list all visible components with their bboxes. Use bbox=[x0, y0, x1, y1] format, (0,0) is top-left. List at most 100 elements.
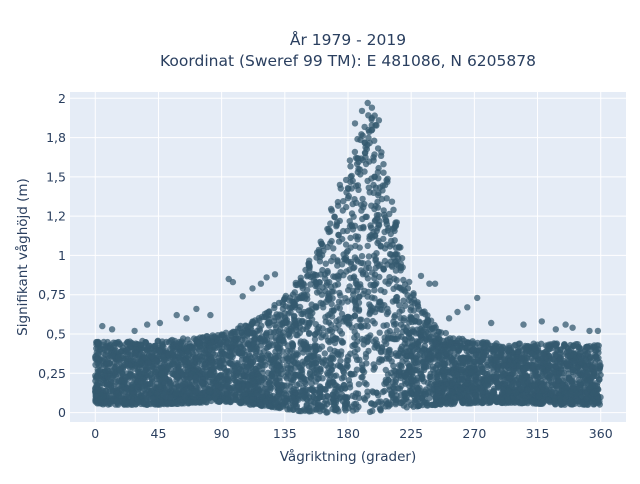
data-point bbox=[338, 385, 344, 391]
data-point bbox=[95, 340, 101, 346]
data-point bbox=[196, 340, 202, 346]
data-point bbox=[522, 372, 528, 378]
data-point bbox=[239, 350, 245, 356]
data-point bbox=[215, 355, 221, 361]
data-point bbox=[360, 269, 366, 275]
data-point bbox=[167, 394, 173, 400]
data-point bbox=[358, 317, 364, 323]
data-point bbox=[568, 352, 574, 358]
data-point bbox=[272, 348, 278, 354]
chart-title-line-1: År 1979 - 2019 bbox=[290, 30, 406, 49]
data-point bbox=[329, 289, 335, 295]
data-point bbox=[380, 323, 386, 329]
data-point bbox=[327, 220, 333, 226]
data-point bbox=[328, 206, 334, 212]
data-point bbox=[114, 390, 120, 396]
data-point bbox=[372, 282, 378, 288]
data-point bbox=[316, 279, 322, 285]
data-point bbox=[396, 309, 402, 315]
data-point bbox=[306, 307, 312, 313]
data-point bbox=[316, 395, 322, 401]
data-point bbox=[354, 332, 360, 338]
data-point bbox=[365, 243, 371, 249]
data-point bbox=[383, 341, 389, 347]
data-point bbox=[244, 341, 250, 347]
data-point bbox=[230, 373, 236, 379]
data-point bbox=[385, 227, 391, 233]
data-point bbox=[297, 330, 303, 336]
data-point bbox=[249, 318, 255, 324]
data-point bbox=[96, 362, 102, 368]
data-point bbox=[297, 304, 303, 310]
data-point bbox=[393, 245, 399, 251]
data-point bbox=[350, 214, 356, 220]
data-point bbox=[350, 407, 356, 413]
data-point bbox=[392, 379, 398, 385]
data-point bbox=[414, 346, 420, 352]
data-point bbox=[347, 157, 353, 163]
data-point bbox=[301, 392, 307, 398]
data-point bbox=[368, 175, 374, 181]
data-point bbox=[327, 399, 333, 405]
data-point bbox=[324, 226, 330, 232]
data-point bbox=[299, 283, 305, 289]
data-point bbox=[365, 135, 371, 141]
data-point bbox=[314, 289, 320, 295]
data-point bbox=[382, 334, 388, 340]
data-point bbox=[592, 347, 598, 353]
data-point bbox=[329, 328, 335, 334]
data-point bbox=[442, 394, 448, 400]
data-point bbox=[259, 366, 265, 372]
data-point bbox=[370, 389, 376, 395]
data-point bbox=[363, 351, 369, 357]
data-point bbox=[222, 352, 228, 358]
data-point bbox=[524, 387, 530, 393]
data-point bbox=[357, 225, 363, 231]
data-point bbox=[211, 366, 217, 372]
data-point bbox=[450, 345, 456, 351]
data-point bbox=[416, 403, 422, 409]
data-point bbox=[539, 373, 545, 379]
data-point bbox=[319, 343, 325, 349]
data-point bbox=[381, 207, 387, 213]
data-point bbox=[343, 268, 349, 274]
data-point bbox=[356, 357, 362, 363]
data-point bbox=[236, 393, 242, 399]
data-point bbox=[258, 323, 264, 329]
data-point bbox=[385, 281, 391, 287]
data-point bbox=[329, 307, 335, 313]
data-point bbox=[173, 390, 179, 396]
data-point bbox=[375, 204, 381, 210]
data-point bbox=[269, 364, 275, 370]
data-point bbox=[365, 112, 371, 118]
data-point bbox=[301, 406, 307, 412]
data-point bbox=[343, 241, 349, 247]
data-point bbox=[357, 244, 363, 250]
data-point bbox=[422, 361, 428, 367]
data-point bbox=[435, 344, 441, 350]
data-point bbox=[149, 366, 155, 372]
data-point bbox=[347, 351, 353, 357]
data-point bbox=[347, 163, 353, 169]
data-point bbox=[366, 185, 372, 191]
data-point bbox=[156, 383, 162, 389]
data-point bbox=[378, 149, 384, 155]
data-point bbox=[313, 321, 319, 327]
data-point bbox=[519, 356, 525, 362]
data-point bbox=[372, 320, 378, 326]
data-point bbox=[453, 395, 459, 401]
data-point bbox=[132, 349, 138, 355]
data-point bbox=[348, 259, 354, 265]
data-point bbox=[475, 379, 481, 385]
data-point bbox=[329, 313, 335, 319]
data-point bbox=[366, 311, 372, 317]
data-point bbox=[570, 367, 576, 373]
data-point bbox=[409, 383, 415, 389]
data-point bbox=[386, 211, 392, 217]
data-point bbox=[365, 323, 371, 329]
data-point bbox=[510, 354, 516, 360]
data-point bbox=[355, 169, 361, 175]
data-point bbox=[443, 330, 449, 336]
data-point bbox=[379, 307, 385, 313]
data-point bbox=[443, 401, 449, 407]
